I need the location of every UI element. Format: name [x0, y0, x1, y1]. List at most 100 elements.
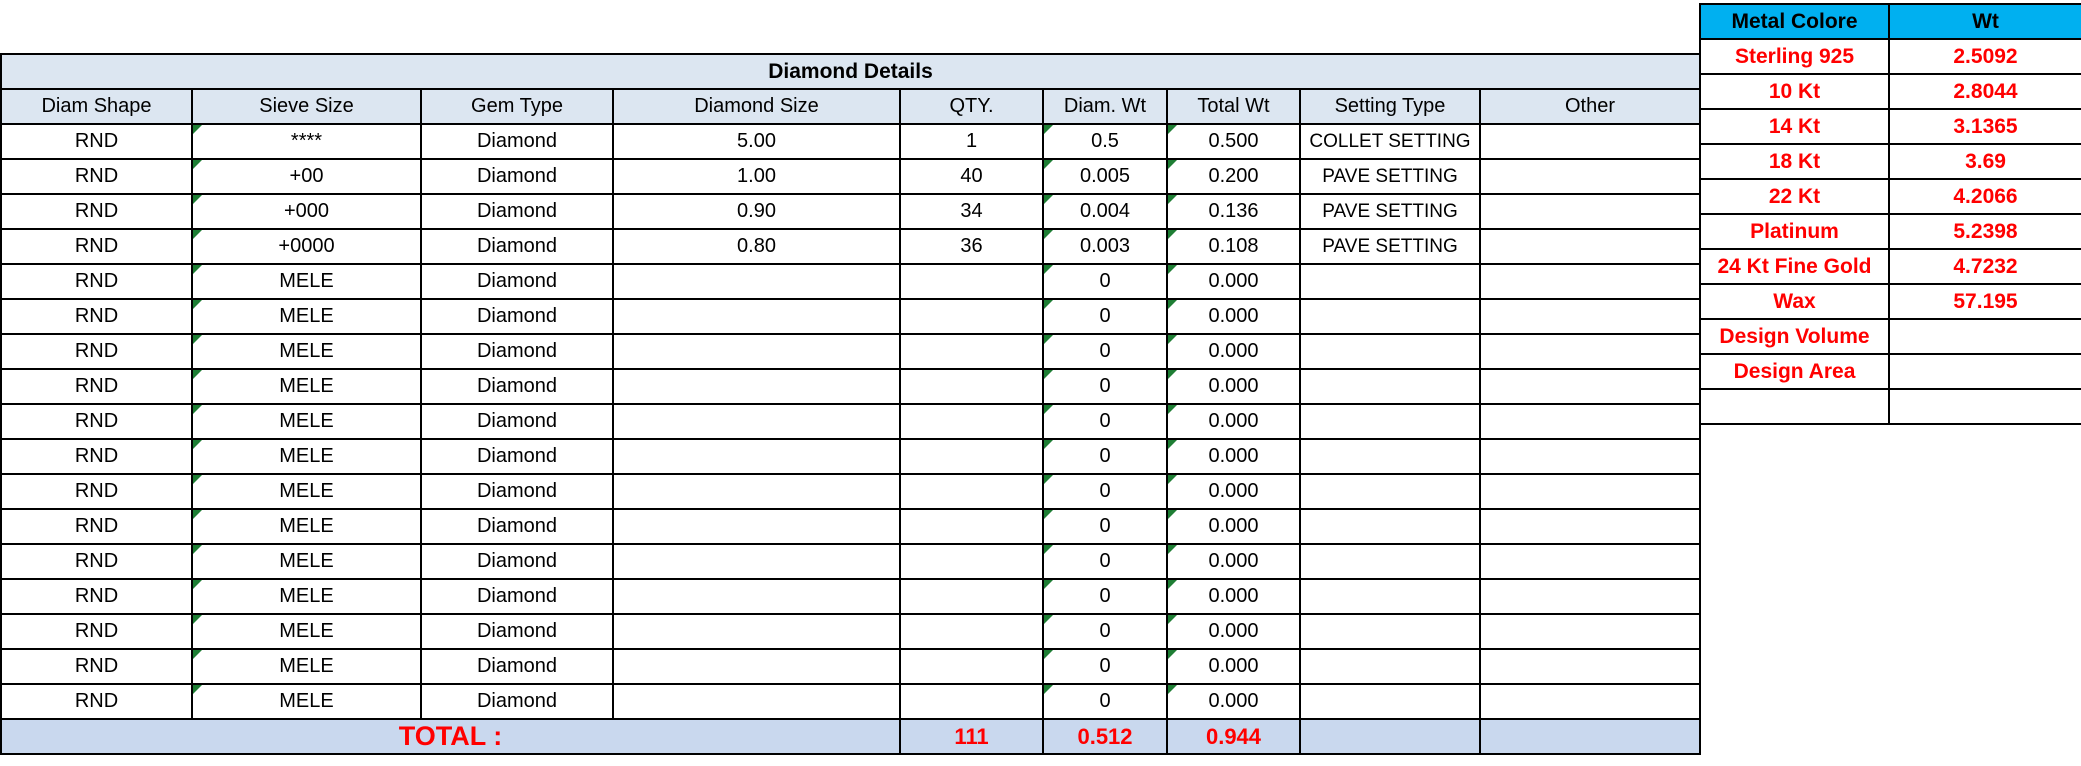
cell-other[interactable] — [1478, 508, 1702, 545]
cell-sieve-size[interactable]: MELE — [191, 473, 422, 510]
col-header-diam-shape[interactable]: Diam Shape — [0, 88, 193, 125]
cell-sieve-size[interactable]: MELE — [191, 333, 422, 370]
cell-diam-shape[interactable]: RND — [0, 578, 193, 615]
cell-diam-wt[interactable]: 0.004 — [1042, 193, 1168, 230]
cell-diamond-size[interactable] — [612, 263, 901, 300]
cell-metal-colore[interactable]: 22 Kt — [1699, 178, 1890, 215]
total-diam-wt-cell[interactable]: 0.512 — [1042, 718, 1168, 755]
cell-setting-type[interactable] — [1299, 368, 1481, 405]
cell-total-wt[interactable]: 0.200 — [1166, 158, 1301, 195]
cell-gem-type[interactable]: Diamond — [420, 543, 614, 580]
cell-metal-wt[interactable]: 57.195 — [1888, 283, 2081, 320]
cell-qty[interactable] — [899, 368, 1044, 405]
cell-diam-shape[interactable]: RND — [0, 368, 193, 405]
cell-diamond-size[interactable] — [612, 333, 901, 370]
cell-gem-type[interactable]: Diamond — [420, 578, 614, 615]
cell-diamond-size[interactable] — [612, 473, 901, 510]
cell-other[interactable] — [1478, 578, 1702, 615]
cell-diam-shape[interactable]: RND — [0, 473, 193, 510]
cell-total-wt[interactable]: 0.000 — [1166, 543, 1301, 580]
cell-gem-type[interactable]: Diamond — [420, 368, 614, 405]
cell-diam-shape[interactable]: RND — [0, 193, 193, 230]
cell-diamond-size[interactable] — [612, 683, 901, 720]
cell-qty[interactable]: 34 — [899, 193, 1044, 230]
total-total-wt-cell[interactable]: 0.944 — [1166, 718, 1301, 755]
cell-metal-colore[interactable]: 14 Kt — [1699, 108, 1890, 145]
cell-metal-wt[interactable]: 3.1365 — [1888, 108, 2081, 145]
cell-gem-type[interactable]: Diamond — [420, 613, 614, 650]
cell-other[interactable] — [1478, 368, 1702, 405]
cell-gem-type[interactable]: Diamond — [420, 508, 614, 545]
cell-gem-type[interactable]: Diamond — [420, 158, 614, 195]
cell-diam-wt[interactable]: 0 — [1042, 613, 1168, 650]
col-header-sieve-size[interactable]: Sieve Size — [191, 88, 422, 125]
cell-sieve-size[interactable]: +00 — [191, 158, 422, 195]
cell-metal-colore[interactable]: Design Volume — [1699, 318, 1890, 355]
cell-metal-wt[interactable]: 4.7232 — [1888, 248, 2081, 285]
cell-metal-wt[interactable]: 4.2066 — [1888, 178, 2081, 215]
cell-sieve-size[interactable]: +000 — [191, 193, 422, 230]
cell-other[interactable] — [1478, 228, 1702, 265]
cell-qty[interactable] — [899, 473, 1044, 510]
cell-setting-type[interactable] — [1299, 508, 1481, 545]
cell-diamond-size[interactable] — [612, 508, 901, 545]
cell-other[interactable] — [1478, 193, 1702, 230]
cell-diamond-size[interactable] — [612, 298, 901, 335]
cell-total-wt[interactable]: 0.000 — [1166, 333, 1301, 370]
cell-diam-shape[interactable]: RND — [0, 333, 193, 370]
cell-gem-type[interactable]: Diamond — [420, 123, 614, 160]
col-header-diamond-size[interactable]: Diamond Size — [612, 88, 901, 125]
cell-qty[interactable] — [899, 543, 1044, 580]
cell-other[interactable] — [1478, 263, 1702, 300]
cell-setting-type[interactable] — [1299, 613, 1481, 650]
total-label-cell[interactable]: TOTAL : — [0, 718, 901, 755]
cell-metal-colore[interactable] — [1699, 388, 1890, 425]
cell-qty[interactable]: 40 — [899, 158, 1044, 195]
cell-setting-type[interactable]: PAVE SETTING — [1299, 193, 1481, 230]
cell-sieve-size[interactable]: MELE — [191, 438, 422, 475]
cell-other[interactable] — [1478, 298, 1702, 335]
cell-total-wt[interactable]: 0.000 — [1166, 683, 1301, 720]
cell-setting-type[interactable]: COLLET SETTING — [1299, 123, 1481, 160]
cell-qty[interactable] — [899, 403, 1044, 440]
cell-other[interactable] — [1478, 158, 1702, 195]
cell-total-wt[interactable]: 0.500 — [1166, 123, 1301, 160]
col-header-gem-type[interactable]: Gem Type — [420, 88, 614, 125]
cell-sieve-size[interactable]: +0000 — [191, 228, 422, 265]
cell-setting-type[interactable] — [1299, 438, 1481, 475]
cell-sieve-size[interactable]: MELE — [191, 613, 422, 650]
cell-diam-wt[interactable]: 0 — [1042, 508, 1168, 545]
cell-total-wt[interactable]: 0.000 — [1166, 508, 1301, 545]
cell-diam-wt[interactable]: 0 — [1042, 473, 1168, 510]
cell-diam-wt[interactable]: 0 — [1042, 403, 1168, 440]
cell-diamond-size[interactable]: 5.00 — [612, 123, 901, 160]
cell-total-wt[interactable]: 0.000 — [1166, 473, 1301, 510]
cell-diam-wt[interactable]: 0 — [1042, 333, 1168, 370]
cell-metal-wt[interactable]: 3.69 — [1888, 143, 2081, 180]
cell-other[interactable] — [1478, 333, 1702, 370]
cell-diam-shape[interactable]: RND — [0, 648, 193, 685]
cell-setting-type[interactable] — [1299, 473, 1481, 510]
cell-total-wt[interactable]: 0.000 — [1166, 438, 1301, 475]
cell-other[interactable] — [1478, 648, 1702, 685]
cell-sieve-size[interactable]: MELE — [191, 508, 422, 545]
cell-diam-shape[interactable]: RND — [0, 543, 193, 580]
cell-diamond-size[interactable] — [612, 613, 901, 650]
cell-diam-shape[interactable]: RND — [0, 228, 193, 265]
cell-diam-wt[interactable]: 0.005 — [1042, 158, 1168, 195]
cell-total-wt[interactable]: 0.000 — [1166, 368, 1301, 405]
cell-diamond-size[interactable]: 0.90 — [612, 193, 901, 230]
cell-total-wt[interactable]: 0.136 — [1166, 193, 1301, 230]
cell-qty[interactable] — [899, 613, 1044, 650]
cell-sieve-size[interactable]: MELE — [191, 368, 422, 405]
cell-gem-type[interactable]: Diamond — [420, 683, 614, 720]
cell-diam-wt[interactable]: 0.003 — [1042, 228, 1168, 265]
cell-sieve-size[interactable]: **** — [191, 123, 422, 160]
cell-other[interactable] — [1478, 403, 1702, 440]
cell-other[interactable] — [1478, 123, 1702, 160]
cell-qty[interactable] — [899, 648, 1044, 685]
cell-qty[interactable] — [899, 438, 1044, 475]
cell-other[interactable] — [1478, 613, 1702, 650]
cell-metal-colore[interactable]: 24 Kt Fine Gold — [1699, 248, 1890, 285]
cell-metal-wt[interactable] — [1888, 353, 2081, 390]
